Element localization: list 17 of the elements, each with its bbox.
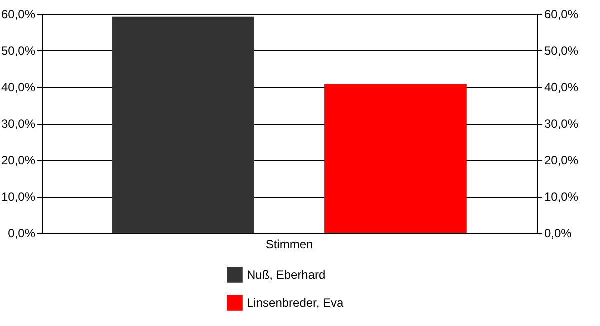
y-tick-label: 0,0%: [8, 226, 36, 240]
text: 20,0%: [544, 154, 579, 168]
y-tick-label: 60,0%: [1, 8, 36, 22]
text: 0,0%: [544, 226, 572, 240]
text: 60,0%: [544, 8, 579, 22]
y-tick-label: 10,0%: [1, 190, 36, 204]
legend-label: Nuß, Eberhard: [247, 268, 326, 282]
legend-label: Linsenbreder, Eva: [247, 296, 344, 310]
y-tick-label: 30,0%: [1, 117, 36, 131]
text: 40,0%: [544, 80, 579, 94]
y-tick-label: 20,0%: [1, 154, 36, 168]
y-tick-label: 40,0%: [1, 80, 36, 94]
text: 10,0%: [544, 190, 579, 204]
x-tick-label: Stimmen: [266, 238, 314, 252]
text: 50,0%: [544, 44, 579, 58]
y-tick-label: 50,0%: [1, 44, 36, 58]
text: 30,0%: [544, 117, 579, 131]
